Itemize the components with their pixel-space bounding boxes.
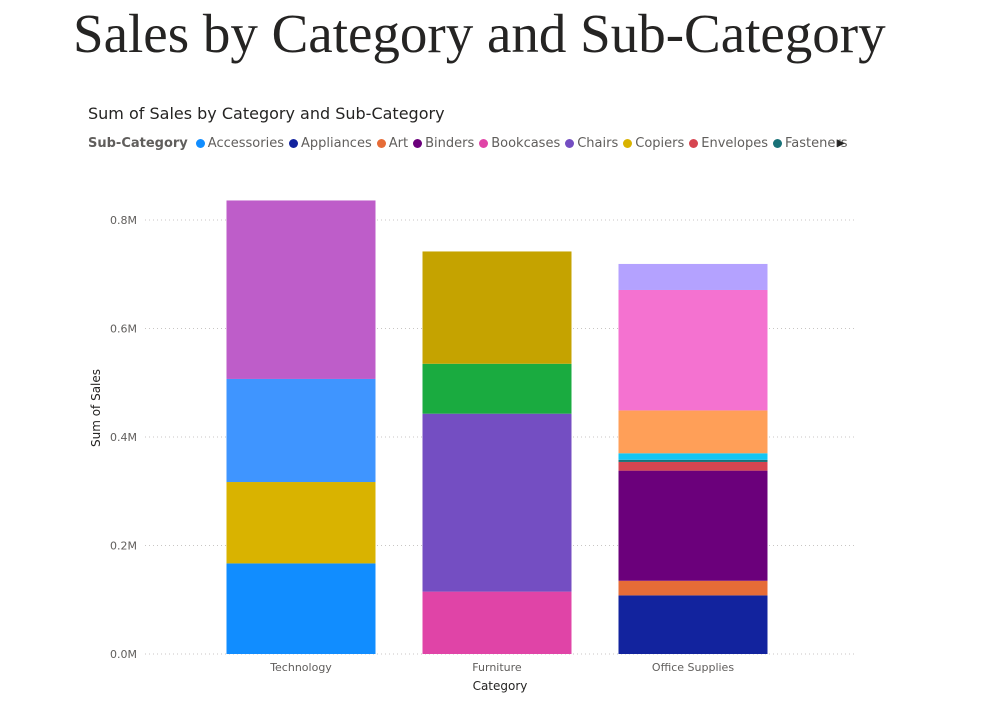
legend-label: Fasteners (785, 135, 848, 151)
legend-marker-icon (288, 138, 298, 148)
y-tick-label: 0.0M (110, 648, 137, 661)
legend-label: Bookcases (491, 135, 561, 151)
page-title: Sales by Category and Sub-Category (73, 3, 886, 64)
chart-legend: Sub-Category Accessories Appliances Art Bin… (88, 134, 848, 152)
legend-next-arrow-icon[interactable]: ▶ (837, 137, 845, 149)
bar-segment[interactable] (422, 363, 572, 414)
bar-segment[interactable] (618, 263, 768, 290)
x-axis-title: Category (473, 679, 528, 693)
bar-segment[interactable] (618, 470, 768, 581)
bar-segment[interactable] (618, 410, 768, 454)
bar-segment[interactable] (226, 200, 376, 379)
legend-label: Chairs (577, 135, 619, 151)
legend-label: Appliances (300, 135, 372, 151)
bar-segment[interactable] (618, 459, 768, 462)
legend-marker-icon (623, 138, 633, 148)
legend-item[interactable]: Chairs (565, 136, 618, 151)
bar-segment[interactable] (226, 563, 376, 654)
stacked-column-chart-visual[interactable]: Sum of Sales by Category and Sub-Categor… (0, 96, 993, 710)
legend-marker-icon (195, 138, 205, 148)
y-tick-label: 0.8M (110, 214, 137, 227)
legend-label: Envelopes (701, 135, 768, 151)
bar-segment[interactable] (618, 580, 768, 596)
legend-items: Accessories Appliances Art Binders Bookcases… (195, 135, 848, 151)
y-tick-label: 0.4M (110, 431, 137, 444)
legend-item[interactable]: Appliances (288, 135, 372, 151)
legend-title: Sub-Category (88, 135, 188, 151)
bar-segment[interactable] (618, 289, 768, 411)
chart-plot-area: 0.0M 0.2M 0.4M 0.6M 0.8M Technology Furniture O… (89, 200, 855, 693)
bar-segment[interactable] (618, 595, 768, 654)
legend-label: Art (388, 135, 409, 151)
bar-segment[interactable] (422, 413, 572, 592)
legend-item[interactable]: Bookcases (479, 136, 560, 151)
legend-item[interactable]: Envelopes (689, 136, 768, 151)
legend-marker-icon (689, 138, 699, 148)
legend-marker-icon (773, 138, 782, 148)
legend-marker-icon (565, 138, 575, 148)
bar-segment[interactable] (618, 461, 768, 471)
legend-marker-icon (479, 138, 489, 148)
x-tick-label: Office Supplies (652, 661, 734, 674)
chart-title: Sum of Sales by Category and Sub-Categor… (88, 104, 445, 123)
y-axis-title: Sum of Sales (89, 369, 103, 447)
legend-label: Accessories (207, 135, 284, 151)
bar-segment[interactable] (618, 453, 768, 460)
legend-item[interactable]: Copiers (623, 136, 684, 151)
x-tick-label: Technology (269, 661, 332, 674)
y-tick-label: 0.6M (110, 323, 137, 336)
x-tick-label: Furniture (472, 661, 522, 674)
legend-item[interactable]: Binders (413, 136, 474, 151)
legend-item[interactable]: Fasteners (773, 136, 847, 151)
legend-marker-icon (413, 138, 423, 148)
bar-segment[interactable] (422, 591, 572, 654)
y-tick-label: 0.2M (110, 540, 137, 553)
legend-label: Copiers (635, 135, 685, 151)
legend-marker-icon (376, 138, 386, 148)
legend-item[interactable]: Art (376, 135, 409, 151)
bar-segment[interactable] (226, 482, 376, 564)
legend-label: Binders (425, 135, 475, 151)
bar-segment[interactable] (226, 378, 376, 483)
legend-item[interactable]: Accessories (195, 135, 284, 151)
bar-segment[interactable] (422, 251, 572, 364)
